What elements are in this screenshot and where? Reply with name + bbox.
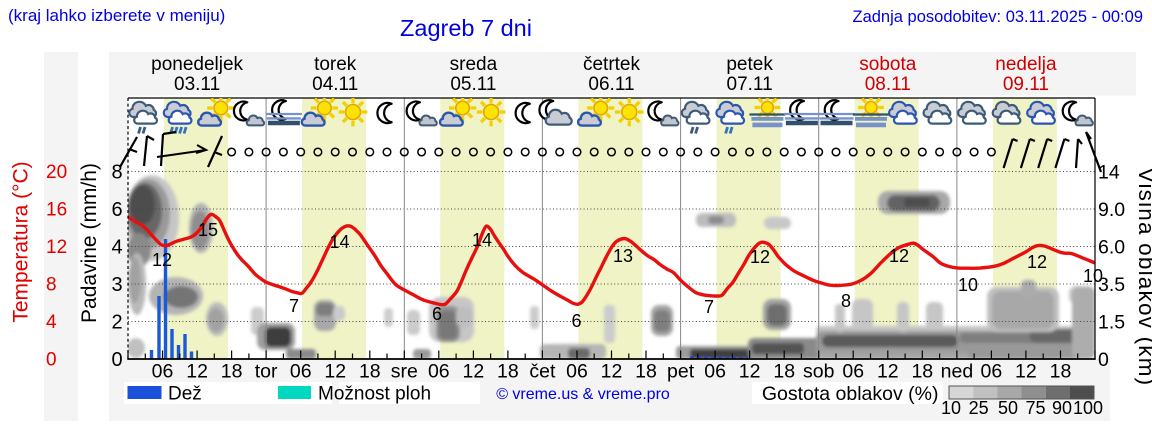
svg-text:07.11: 07.11 [727, 74, 773, 95]
svg-text:čet: čet [529, 361, 556, 383]
svg-text:tor: tor [255, 361, 278, 383]
svg-text:04.11: 04.11 [312, 74, 358, 95]
svg-text:16: 16 [46, 200, 67, 221]
svg-text:6: 6 [571, 311, 581, 331]
svg-text:14: 14 [472, 230, 492, 250]
svg-text:06: 06 [428, 361, 450, 383]
svg-text:06: 06 [981, 361, 1003, 383]
svg-text:torek: torek [314, 54, 357, 75]
svg-text:12: 12 [46, 237, 67, 258]
svg-text:15: 15 [198, 220, 218, 240]
svg-text:10: 10 [1083, 266, 1103, 286]
svg-text:Padavine (mm/h): Padavine (mm/h) [78, 163, 101, 323]
svg-text:18: 18 [635, 361, 657, 383]
svg-text:3.5: 3.5 [1098, 274, 1125, 296]
svg-text:8: 8 [112, 162, 123, 184]
svg-text:13: 13 [613, 246, 633, 266]
svg-text:25: 25 [969, 398, 989, 418]
svg-text:Zagreb 7 dni: Zagreb 7 dni [400, 15, 532, 41]
svg-text:12: 12 [463, 361, 485, 383]
svg-text:12: 12 [750, 247, 770, 267]
svg-text:4: 4 [46, 312, 57, 333]
svg-text:06: 06 [842, 361, 864, 383]
svg-text:18: 18 [1050, 361, 1072, 383]
svg-text:90: 90 [1052, 398, 1072, 418]
svg-text:Gostota oblakov (%): Gostota oblakov (%) [762, 383, 939, 405]
svg-text:20: 20 [46, 162, 67, 183]
svg-text:12: 12 [152, 250, 172, 270]
svg-text:14: 14 [329, 232, 349, 252]
svg-text:sre: sre [391, 361, 418, 383]
svg-text:3: 3 [112, 274, 123, 296]
svg-text:0: 0 [112, 349, 123, 371]
svg-text:12: 12 [601, 361, 623, 383]
svg-text:© vreme.us & vreme.pro: © vreme.us & vreme.pro [496, 386, 670, 403]
svg-text:sob: sob [803, 361, 835, 383]
svg-text:Višina oblakov (km): Višina oblakov (km) [1134, 168, 1152, 387]
svg-text:0: 0 [46, 350, 57, 371]
svg-text:12: 12 [1015, 361, 1037, 383]
svg-text:nedelja: nedelja [995, 54, 1057, 75]
svg-text:12: 12 [324, 361, 346, 383]
svg-text:Dež: Dež [168, 384, 202, 405]
svg-text:četrtek: četrtek [583, 54, 641, 75]
svg-text:petek: petek [726, 54, 773, 75]
svg-text:50: 50 [998, 398, 1018, 418]
svg-text:ponedeljek: ponedeljek [151, 54, 243, 75]
svg-text:6: 6 [112, 199, 123, 221]
svg-text:1.5: 1.5 [1098, 312, 1125, 334]
svg-text:9.0: 9.0 [1098, 199, 1125, 221]
svg-text:06: 06 [152, 361, 174, 383]
svg-text:4: 4 [112, 237, 123, 259]
svg-text:75: 75 [1025, 398, 1045, 418]
svg-text:18: 18 [773, 361, 795, 383]
svg-text:06: 06 [290, 361, 312, 383]
svg-text:18: 18 [359, 361, 381, 383]
svg-text:6: 6 [432, 304, 442, 324]
svg-text:08.11: 08.11 [865, 74, 911, 95]
svg-text:06.11: 06.11 [588, 74, 634, 95]
svg-text:06: 06 [704, 361, 726, 383]
svg-text:12: 12 [1027, 252, 1047, 272]
svg-text:18: 18 [221, 361, 243, 383]
svg-text:sreda: sreda [450, 54, 498, 75]
svg-text:12: 12 [739, 361, 761, 383]
svg-text:7: 7 [289, 296, 299, 316]
svg-text:03.11: 03.11 [174, 74, 220, 95]
svg-text:Zadnja posodobitev: 03.11.2025: Zadnja posodobitev: 03.11.2025 - 00:09 [853, 8, 1144, 26]
svg-text:100: 100 [1073, 398, 1103, 418]
svg-text:2: 2 [112, 312, 123, 334]
svg-text:(kraj lahko izberete v meniju): (kraj lahko izberete v meniju) [8, 6, 225, 25]
svg-text:6.0: 6.0 [1098, 237, 1125, 259]
svg-text:14: 14 [1098, 162, 1120, 184]
svg-text:sobota: sobota [859, 54, 916, 75]
svg-text:09.11: 09.11 [1003, 74, 1049, 95]
svg-text:06: 06 [566, 361, 588, 383]
svg-text:12: 12 [877, 361, 899, 383]
svg-text:Možnost ploh: Možnost ploh [318, 384, 431, 405]
svg-text:18: 18 [497, 361, 519, 383]
svg-text:0: 0 [1098, 349, 1109, 371]
svg-text:12: 12 [889, 246, 909, 266]
svg-text:12: 12 [186, 361, 208, 383]
svg-text:pet: pet [667, 361, 695, 383]
svg-text:8: 8 [841, 291, 851, 311]
svg-text:ned: ned [941, 361, 974, 383]
svg-text:Temperatura (°C): Temperatura (°C) [10, 161, 33, 322]
svg-text:18: 18 [911, 361, 933, 383]
svg-text:7: 7 [704, 297, 714, 317]
svg-text:10: 10 [941, 398, 961, 418]
svg-text:05.11: 05.11 [450, 74, 496, 95]
svg-text:10: 10 [958, 275, 978, 295]
svg-text:8: 8 [46, 275, 57, 296]
